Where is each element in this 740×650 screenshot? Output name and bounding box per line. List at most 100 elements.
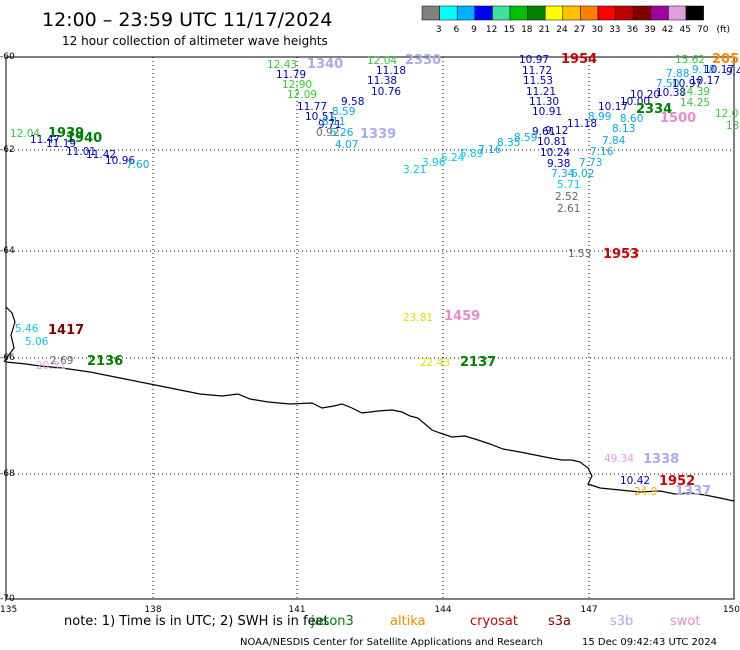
- wave-height-value: 11.19: [46, 138, 76, 150]
- wave-height-value: 6.02: [571, 168, 594, 180]
- pass-time-label: 1940: [66, 131, 102, 146]
- wave-height-value: 11.42: [86, 149, 116, 161]
- wave-height-value: 10.96: [105, 155, 135, 167]
- wave-height-value: 10.38: [656, 87, 686, 99]
- pass-time-label: 2334: [636, 102, 672, 117]
- wave-height-value: 10.91: [532, 106, 562, 118]
- wave-height-value: 5.89: [460, 148, 483, 160]
- legend-swatch: [474, 5, 493, 21]
- wave-height-value: 9.4: [726, 66, 740, 78]
- pass-time-label: 1953: [603, 247, 639, 262]
- wave-height-value: 24.9: [634, 486, 657, 498]
- wave-height-value: 7.84: [602, 135, 626, 147]
- wave-height-value: 8.59: [332, 106, 355, 118]
- wave-height-value: 15.62: [675, 54, 705, 66]
- pass-time-label: 1952: [659, 474, 695, 489]
- wave-height-value: 11.21: [526, 86, 556, 98]
- wave-height-value: 7.60: [126, 159, 149, 171]
- wave-height-value: 11.53: [523, 75, 553, 87]
- wave-height-value: 10.00: [620, 96, 650, 108]
- legend-tick-label: 30: [591, 25, 603, 35]
- legend-tick-label: 6: [454, 25, 460, 35]
- wave-height-value: 8.59: [514, 132, 537, 144]
- wave-height-value: 10.42: [620, 475, 650, 487]
- satellite-altika: altika: [390, 614, 426, 629]
- legend-tick-label: 70: [697, 25, 709, 35]
- wave-height-value: 9.12: [545, 125, 568, 137]
- satellite-jason3: jason3: [310, 614, 354, 629]
- wave-height-value: 11.79: [276, 69, 306, 81]
- pass-time-label: 1500: [660, 111, 696, 126]
- legend-swatch: [597, 5, 616, 21]
- pass-time-label: 2330: [405, 53, 441, 68]
- wave-height-value: 3.21: [403, 164, 426, 176]
- satellite-key: jason3 altika cryosat s3a s3b swot: [310, 614, 700, 629]
- wave-height-value: 10.17: [598, 101, 628, 113]
- footer-note: note: 1) Time is in UTC; 2) SWH is in fe…: [64, 614, 329, 629]
- wave-height-value: 0.92: [316, 127, 339, 139]
- page-title: 12:00 – 23:59 UTC 11/17/2024: [42, 9, 332, 31]
- longitude-tick: 147: [580, 605, 597, 615]
- legend-tick-label: 12: [486, 25, 497, 35]
- wave-height-value: 8.11: [322, 116, 345, 128]
- satellite-swot: swot: [670, 614, 700, 629]
- latitude-tick: -70: [0, 594, 15, 604]
- wave-height-value: 20.51: [36, 360, 66, 372]
- legend-swatch: [668, 5, 687, 21]
- wave-height-value: 2.69: [50, 355, 73, 367]
- legend-tick-label: 45: [679, 25, 690, 35]
- legend-tick-label: 36: [627, 25, 639, 35]
- legend-swatch: [632, 5, 652, 21]
- wave-height-value: 11.18: [376, 65, 406, 77]
- wave-height-value: 23.81: [403, 312, 433, 324]
- legend-swatch: [439, 5, 458, 21]
- satellite-s3b: s3b: [610, 614, 633, 629]
- legend-tick-label: 24: [556, 25, 568, 35]
- pass-time-label: 1417: [48, 323, 84, 338]
- wave-height-value: 10.20: [630, 89, 660, 101]
- wave-height-value: 9.71: [318, 119, 341, 131]
- pass-time-label: 1337: [675, 484, 711, 499]
- latitude-tick: -62: [0, 145, 15, 155]
- wave-height-value: 12.90: [282, 79, 312, 91]
- wave-height-value: 10.51: [305, 111, 335, 123]
- wave-height-value: 7.50: [656, 78, 679, 90]
- wave-height-value: 12.04: [367, 55, 397, 67]
- wave-height-value: 9.61: [532, 126, 555, 138]
- latitude-tick: -60: [0, 52, 15, 62]
- wave-height-value: 11.38: [367, 75, 397, 87]
- color-scale-legend: 3 6 9 12 15 18 21 24 27 30 33 36 39 42 45 70 (ft): [421, 5, 730, 35]
- legend-swatch: [650, 5, 669, 21]
- legend-tick-label: 39: [644, 25, 656, 35]
- legend-swatch: [544, 5, 564, 21]
- longitude-tick: 138: [144, 605, 161, 615]
- legend-swatch: [509, 5, 528, 21]
- legend-tick-label: 15: [503, 25, 514, 35]
- latitude-tick: -68: [0, 469, 15, 479]
- footer-credit: NOAA/NESDIS Center for Satellite Applica…: [240, 637, 543, 648]
- pass-time-label: 205: [712, 52, 739, 67]
- wave-height-value: 10.81: [537, 136, 567, 148]
- legend-swatch: [562, 5, 581, 21]
- wave-height-value: 7.88: [666, 68, 689, 80]
- wave-height-value: 10.17: [704, 64, 734, 76]
- longitude-tick: 135: [0, 605, 17, 615]
- wave-height-value: 9.58: [341, 96, 364, 108]
- legend-swatch: [580, 5, 599, 21]
- wave-height-value: 4.07: [335, 139, 358, 151]
- wave-height-value: 14.39: [680, 86, 710, 98]
- pass-time-label: 1954: [561, 52, 597, 67]
- wave-height-value: 11.30: [529, 96, 559, 108]
- wave-height-value: 8.60: [620, 113, 643, 125]
- wave-height-value: 14.25: [680, 97, 710, 109]
- wave-height-value: 7.73: [579, 157, 602, 169]
- wave-height-value: 11.18: [567, 118, 597, 130]
- wave-height-value: 10.76: [371, 86, 401, 98]
- wave-height-value: 10.97: [519, 54, 549, 66]
- wave-height-value: 3.96: [422, 157, 446, 169]
- wave-height-value: 12.0: [715, 108, 738, 120]
- wave-height-value: 9.18: [692, 64, 715, 76]
- wave-height-value: 49.34: [604, 453, 634, 465]
- pass-time-label: 1939: [48, 126, 84, 141]
